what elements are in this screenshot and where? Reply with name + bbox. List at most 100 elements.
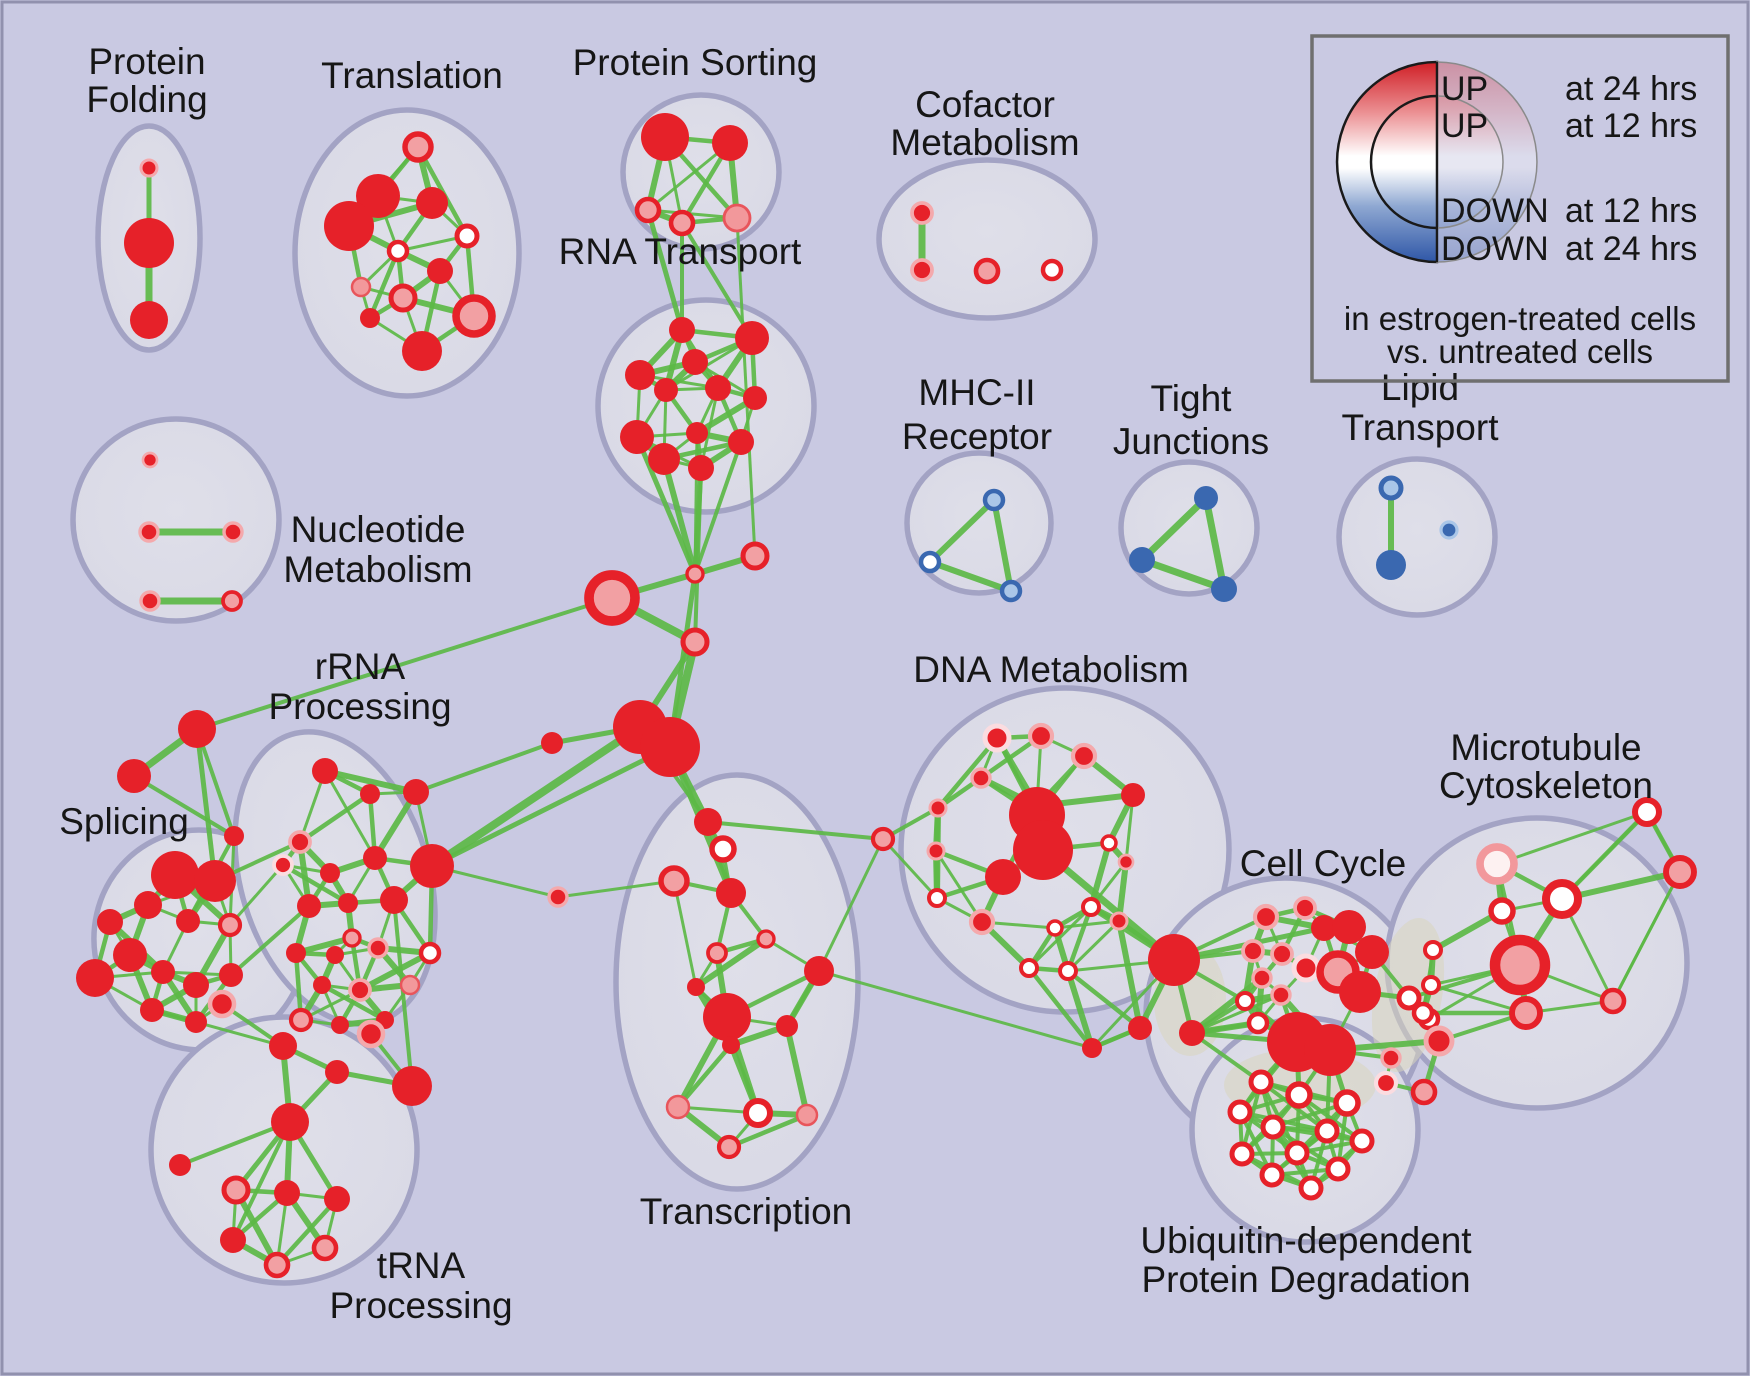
node-m5 bbox=[1489, 934, 1551, 996]
node-rr6 bbox=[320, 863, 340, 883]
node-v8 bbox=[263, 1251, 291, 1279]
legend-direction-2: DOWN bbox=[1441, 192, 1549, 230]
node-k6 bbox=[1241, 939, 1265, 963]
legend-box bbox=[1310, 34, 1730, 383]
legend-time-3: at 24 hrs bbox=[1565, 230, 1697, 268]
node-u3 bbox=[1333, 1089, 1361, 1117]
node-s9 bbox=[151, 960, 175, 984]
node-p3 bbox=[634, 196, 662, 224]
node-x8 bbox=[706, 942, 728, 964]
legend-donut-inner-right bbox=[1436, 95, 1504, 229]
edge bbox=[699, 387, 720, 469]
node-p4 bbox=[668, 209, 696, 237]
edge bbox=[1065, 970, 1095, 1049]
edge bbox=[430, 744, 672, 869]
node-d4 bbox=[970, 767, 992, 789]
cluster-label-splicing: Splicing bbox=[59, 801, 189, 842]
node-d15 bbox=[968, 908, 996, 936]
node-r10 bbox=[728, 429, 754, 455]
node-q5 bbox=[221, 590, 243, 612]
node-d17 bbox=[1046, 919, 1064, 937]
edge bbox=[728, 1112, 808, 1150]
node-rr10 bbox=[338, 893, 358, 913]
cluster-label-protein-sorting: Protein Sorting bbox=[573, 42, 818, 83]
edge bbox=[1611, 871, 1682, 1002]
legend-donut-inner-left bbox=[1369, 94, 1439, 230]
edge bbox=[1190, 1031, 1263, 1084]
node-k8 bbox=[1291, 953, 1321, 983]
node-r4 bbox=[682, 349, 708, 375]
node-g3 bbox=[224, 826, 244, 846]
edge bbox=[693, 467, 703, 643]
node-k20 bbox=[1380, 1047, 1402, 1069]
edge bbox=[694, 936, 768, 990]
node-r3 bbox=[625, 360, 655, 390]
node-k11 bbox=[1251, 967, 1273, 989]
edge bbox=[367, 250, 401, 319]
node-x6 bbox=[870, 826, 896, 852]
node-rr8 bbox=[410, 844, 454, 888]
node-s4 bbox=[97, 909, 123, 935]
node-rr9 bbox=[297, 894, 321, 918]
node-d3 bbox=[1070, 742, 1098, 770]
edge bbox=[151, 1008, 284, 1048]
edge bbox=[1561, 869, 1681, 902]
edge bbox=[323, 770, 377, 859]
node-r9 bbox=[686, 422, 708, 444]
node-x14 bbox=[665, 1094, 691, 1120]
node-x11 bbox=[703, 993, 751, 1041]
node-r7 bbox=[743, 386, 767, 410]
legend: UP at 24 hrs UP at 12 hrs DOWN at 12 hrs DOWN a… bbox=[1310, 34, 1730, 383]
node-rr2 bbox=[360, 784, 380, 804]
node-rr12 bbox=[342, 928, 362, 948]
node-p5 bbox=[722, 203, 752, 233]
node-rr18 bbox=[348, 978, 372, 1002]
node-h3 bbox=[999, 579, 1023, 603]
node-f4 bbox=[1040, 258, 1064, 282]
node-s6 bbox=[217, 912, 243, 938]
edge bbox=[179, 1120, 291, 1167]
node-t10 bbox=[452, 294, 496, 338]
edge bbox=[661, 458, 698, 575]
node-d16 bbox=[1081, 897, 1101, 917]
node-n2 bbox=[1373, 1070, 1399, 1096]
node-f3 bbox=[973, 257, 1001, 285]
node-x5 bbox=[547, 886, 569, 908]
cluster-label-nucleotide-metabolism: Metabolism bbox=[283, 549, 472, 590]
node-d19 bbox=[1019, 958, 1039, 978]
node-d1 bbox=[982, 723, 1012, 753]
node-d12 bbox=[1100, 834, 1118, 852]
node-f2 bbox=[910, 258, 934, 282]
node-s13 bbox=[185, 1011, 207, 1033]
node-x2 bbox=[709, 835, 737, 863]
edge bbox=[672, 880, 698, 988]
edge bbox=[693, 441, 743, 575]
node-v7 bbox=[311, 1234, 339, 1262]
node-r5 bbox=[705, 375, 731, 401]
node-d9 bbox=[1013, 820, 1073, 880]
node-h1 bbox=[982, 488, 1006, 512]
node-q2 bbox=[138, 521, 160, 543]
node-v6 bbox=[220, 1227, 246, 1253]
node-x10 bbox=[804, 956, 834, 986]
node-pf1 bbox=[139, 158, 159, 178]
edge bbox=[1066, 919, 1121, 973]
node-k5 bbox=[1355, 935, 1389, 969]
node-m6 bbox=[1421, 975, 1441, 995]
cluster-label-rrna-processing: Processing bbox=[268, 686, 451, 727]
node-x1 bbox=[694, 808, 722, 836]
node-j3 bbox=[1211, 576, 1237, 602]
legend-caption-1: vs. untreated cells bbox=[1387, 333, 1653, 370]
node-w4 bbox=[356, 1019, 386, 1049]
edge bbox=[1066, 969, 1142, 1030]
cluster-label-microtubule-cytoskeleton: Cytoskeleton bbox=[1439, 765, 1653, 806]
edge bbox=[228, 864, 285, 926]
node-t2 bbox=[356, 174, 400, 218]
node-q4 bbox=[139, 590, 161, 612]
edge bbox=[429, 723, 643, 870]
node-rr11 bbox=[380, 886, 408, 914]
node-m10 bbox=[1632, 797, 1662, 827]
cluster-label-trna-processing: Processing bbox=[329, 1285, 512, 1326]
edge bbox=[415, 741, 553, 794]
